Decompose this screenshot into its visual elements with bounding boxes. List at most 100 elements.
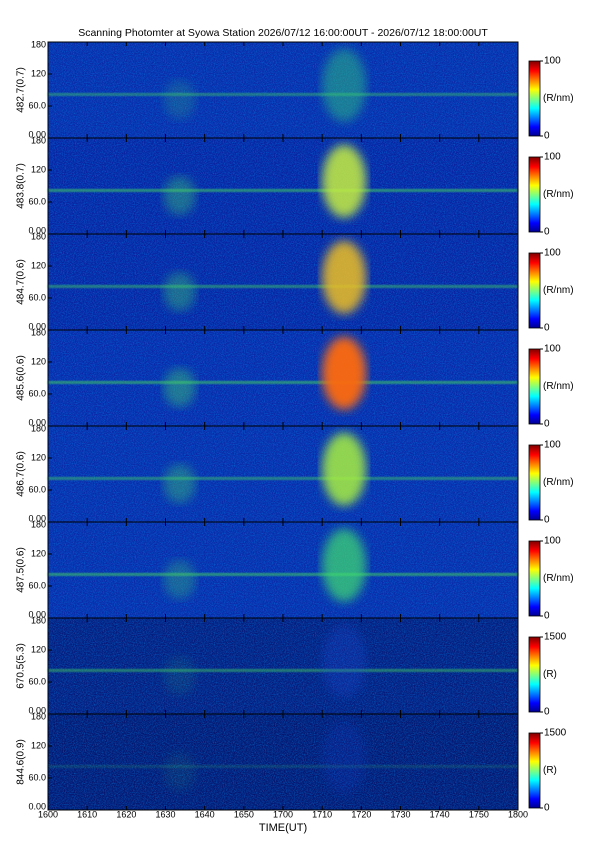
colorbar-label: (R/nm) <box>543 285 574 296</box>
y-tick-label: 120 <box>31 644 46 654</box>
colorbar-tick-label: 0 <box>544 515 550 526</box>
colorbar-tick-label: 0 <box>544 227 550 238</box>
y-tick-label: 0.00 <box>28 801 46 811</box>
x-tick-label: 1710 <box>312 809 332 819</box>
aurora-blob <box>322 432 367 506</box>
aurora-blob <box>322 48 367 122</box>
emission-band <box>48 284 518 288</box>
y-tick-label: 60.0 <box>28 772 46 782</box>
colorbar <box>528 60 541 137</box>
y-tick-label: 0.00 <box>28 417 46 427</box>
colorbar-label: (R/nm) <box>543 477 574 488</box>
chart-title: Scanning Photomter at Syowa Station 2026… <box>78 27 488 39</box>
aurora-blob <box>163 464 196 503</box>
panel-label: 670.5(5.3) <box>16 643 27 689</box>
colorbar <box>528 348 541 425</box>
y-tick-label: 180 <box>31 327 46 337</box>
y-tick-label: 120 <box>31 260 46 270</box>
panel-label: 482.7(0.7) <box>16 67 27 113</box>
aurora-blob <box>163 752 196 791</box>
colorbar-tick-label: 100 <box>544 536 561 547</box>
keogram-noise <box>48 714 518 810</box>
colorbar-label: (R/nm) <box>543 93 574 104</box>
x-tick-label: 1650 <box>234 809 254 819</box>
keogram-noise <box>48 426 518 522</box>
panel-label: 484.7(0.6) <box>16 259 27 305</box>
aurora-blob <box>163 656 196 695</box>
keogram <box>48 618 518 714</box>
colorbar <box>528 540 541 617</box>
colorbar <box>528 444 541 521</box>
y-tick-label: 0.00 <box>28 609 46 619</box>
colorbar-label: (R) <box>543 669 557 680</box>
y-tick-label: 180 <box>31 711 46 721</box>
y-tick-label: 60.0 <box>28 676 46 686</box>
y-tick-label: 120 <box>31 68 46 78</box>
colorbar-tick-label: 100 <box>544 248 561 259</box>
x-tick-label: 1730 <box>390 809 410 819</box>
aurora-blob <box>322 528 367 602</box>
colorbar-tick-label: 0 <box>544 803 550 814</box>
emission-band <box>48 380 518 384</box>
y-tick-label: 180 <box>31 135 46 145</box>
y-tick-label: 180 <box>31 231 46 241</box>
aurora-blob <box>163 176 196 215</box>
keogram <box>48 234 518 330</box>
y-tick-label: 120 <box>31 164 46 174</box>
y-tick-label: 120 <box>31 356 46 366</box>
y-tick-label: 180 <box>31 615 46 625</box>
keogram-noise <box>48 618 518 714</box>
x-tick-label: 1600 <box>38 809 58 819</box>
colorbar-tick-label: 1500 <box>544 632 567 643</box>
colorbar-tick-label: 100 <box>544 344 561 355</box>
keogram-noise <box>48 42 518 138</box>
y-tick-label: 120 <box>31 452 46 462</box>
aurora-blob <box>322 336 367 410</box>
colorbar-label: (R/nm) <box>543 381 574 392</box>
y-tick-label: 60.0 <box>28 484 46 494</box>
colorbar-tick-label: 0 <box>544 707 550 718</box>
y-tick-label: 0.00 <box>28 225 46 235</box>
colorbar-tick-label: 100 <box>544 152 561 163</box>
colorbar-tick-label: 0 <box>544 323 550 334</box>
x-tick-label: 1640 <box>195 809 215 819</box>
panel-label: 486.7(0.6) <box>16 451 27 497</box>
y-tick-label: 120 <box>31 740 46 750</box>
keogram-noise <box>48 234 518 330</box>
colorbar <box>528 156 541 233</box>
aurora-blob <box>163 272 196 311</box>
keogram-noise <box>48 330 518 426</box>
y-tick-label: 180 <box>31 519 46 529</box>
colorbar-tick-label: 100 <box>544 56 561 67</box>
colorbar-tick-label: 0 <box>544 419 550 430</box>
emission-band <box>48 668 518 672</box>
colorbar-label: (R/nm) <box>543 573 574 584</box>
aurora-blob <box>163 560 196 599</box>
x-tick-label: 1630 <box>155 809 175 819</box>
y-tick-label: 0.00 <box>28 321 46 331</box>
keogram <box>48 138 518 234</box>
keogram <box>48 714 518 810</box>
colorbar-tick-label: 0 <box>544 611 550 622</box>
y-tick-label: 60.0 <box>28 100 46 110</box>
y-tick-label: 60.0 <box>28 580 46 590</box>
emission-band <box>48 764 518 768</box>
aurora-blob <box>322 144 367 218</box>
x-tick-label: 1750 <box>469 809 489 819</box>
colorbar-tick-label: 100 <box>544 440 561 451</box>
panel-label: 483.8(0.7) <box>16 163 27 209</box>
keogram <box>48 522 518 618</box>
keogram-noise <box>48 138 518 234</box>
panel-label: 487.5(0.6) <box>16 547 27 593</box>
y-tick-label: 0.00 <box>28 705 46 715</box>
panel-label: 844.6(0.9) <box>16 739 27 785</box>
x-tick-label: 1740 <box>430 809 450 819</box>
y-tick-label: 60.0 <box>28 196 46 206</box>
emission-band <box>48 476 518 480</box>
emission-band <box>48 572 518 576</box>
colorbar-tick-label: 0 <box>544 131 550 142</box>
aurora-blob <box>163 368 196 407</box>
keogram <box>48 42 518 138</box>
keogram <box>48 426 518 522</box>
